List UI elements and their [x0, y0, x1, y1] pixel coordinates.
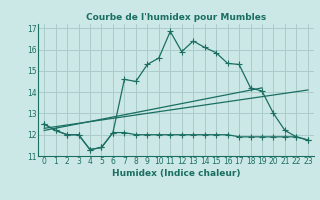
Title: Courbe de l'humidex pour Mumbles: Courbe de l'humidex pour Mumbles: [86, 13, 266, 22]
X-axis label: Humidex (Indice chaleur): Humidex (Indice chaleur): [112, 169, 240, 178]
